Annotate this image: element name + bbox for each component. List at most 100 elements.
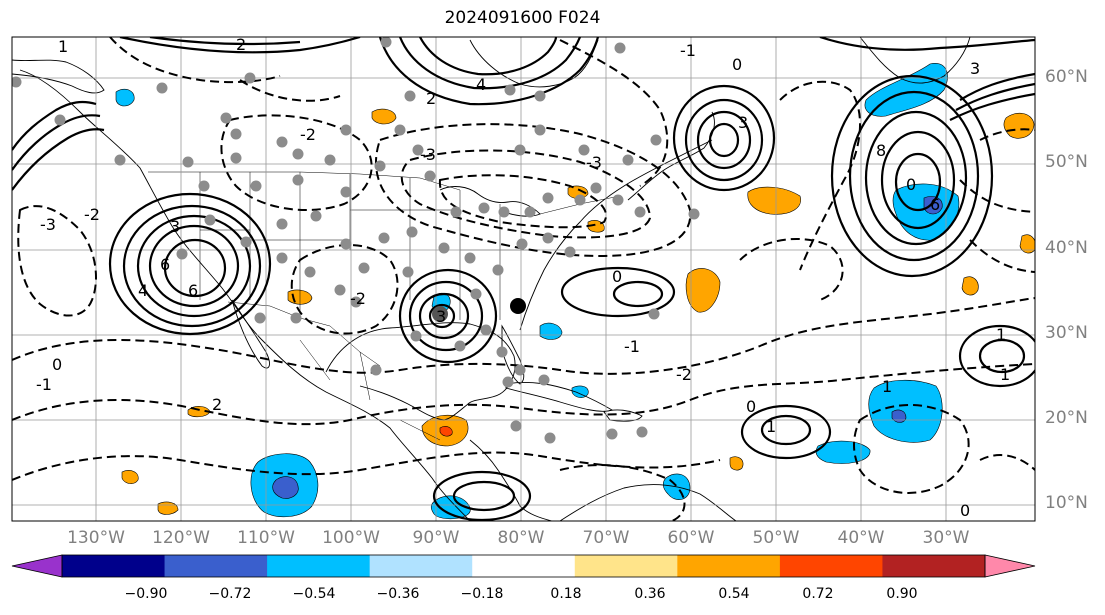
clabel-12: -3 bbox=[420, 145, 436, 164]
lat-label-60: 60°N bbox=[1045, 67, 1088, 87]
colorbar-segment bbox=[677, 555, 781, 577]
contour-nat-3 bbox=[864, 110, 968, 246]
contour-alaska-1 bbox=[12, 100, 97, 151]
coast-hudson bbox=[469, 39, 599, 88]
lon-label-70w: 70°W bbox=[582, 528, 630, 548]
contour-nat-1 bbox=[830, 74, 994, 278]
clabel-34: -3 bbox=[586, 153, 602, 172]
border-us-mexico bbox=[227, 301, 381, 367]
clabel-28: 3 bbox=[436, 307, 446, 326]
colorbar-segment bbox=[267, 555, 371, 577]
coast-greenland bbox=[859, 37, 971, 84]
gridlines bbox=[12, 37, 1035, 521]
clabel-6: -2 bbox=[84, 205, 100, 224]
contour-trop-2 bbox=[760, 414, 812, 446]
shade-atl-neg-2 bbox=[571, 385, 589, 398]
clabel-32: 0 bbox=[732, 55, 742, 74]
map-frame bbox=[11, 36, 1036, 522]
border-mexico-states bbox=[299, 339, 441, 441]
lat-label-10: 10°N bbox=[1045, 493, 1088, 513]
clabel-2: 6 bbox=[188, 281, 198, 300]
shade-pos-9 bbox=[961, 276, 979, 296]
clabel-14: 3 bbox=[738, 113, 748, 132]
contour-high-1 bbox=[108, 192, 272, 336]
colorbar-under-arrow bbox=[11, 554, 63, 578]
clabel-29: 1 bbox=[58, 37, 68, 56]
clabel-11: 2 bbox=[426, 89, 436, 108]
coast-florida bbox=[501, 324, 525, 385]
contour-alaska-3 bbox=[12, 128, 105, 191]
colorbar-tick-label: 0.36 bbox=[634, 586, 666, 602]
colorbar-segment bbox=[779, 555, 883, 577]
lat-label-30: 30°N bbox=[1045, 323, 1088, 343]
lat-label-20: 20°N bbox=[1045, 408, 1088, 428]
lat-label-50: 50°N bbox=[1045, 152, 1088, 172]
contour-neg-17 bbox=[979, 454, 1035, 471]
clabel-5: -3 bbox=[40, 215, 56, 234]
clabel-8: -1 bbox=[36, 375, 52, 394]
shade-pos-11 bbox=[157, 501, 179, 515]
shade-pacific-neg-core bbox=[272, 476, 299, 499]
contour-high-4 bbox=[148, 224, 240, 308]
negative-contours bbox=[12, 37, 1035, 521]
contour-labels: 6 6 3 4 -3 -2 0 -1 2 4 2 -3 -2 3 8 0 6 3… bbox=[36, 35, 1010, 520]
contour-mid-1 bbox=[119, 37, 361, 54]
contour-ne-1 bbox=[819, 37, 1035, 51]
shade-pos-13 bbox=[729, 456, 744, 471]
clabel-20: -1 bbox=[624, 337, 640, 356]
contour-north-3 bbox=[419, 37, 558, 76]
shade-pos-3 bbox=[685, 268, 721, 313]
coastlines bbox=[12, 37, 971, 521]
clabel-23: 0 bbox=[746, 397, 756, 416]
coast-hispaniola bbox=[603, 409, 643, 422]
contour-atl-2 bbox=[612, 280, 664, 308]
contour-gulf-1 bbox=[398, 268, 498, 364]
colorbar-tick-label: −0.54 bbox=[292, 586, 336, 602]
clabel-15: 8 bbox=[876, 141, 886, 160]
coast-alaska bbox=[12, 59, 105, 94]
clabel-3: 3 bbox=[170, 217, 180, 236]
colorbar-tick-label: −0.18 bbox=[460, 586, 504, 602]
contour-neg-14 bbox=[969, 239, 1035, 273]
clabel-19: 0 bbox=[612, 267, 622, 286]
lon-label-40w: 40°W bbox=[837, 528, 885, 548]
coast-south-america bbox=[559, 484, 737, 521]
clabel-25: 0 bbox=[960, 501, 970, 520]
coast-north-america-west bbox=[19, 69, 471, 521]
clabel-1: 6 bbox=[160, 255, 170, 274]
colorbar-tick-label: −0.72 bbox=[208, 586, 252, 602]
colorbar-segment bbox=[574, 555, 678, 577]
clabel-18: 3 bbox=[970, 59, 980, 78]
shade-nat-neg-2-core bbox=[923, 196, 943, 215]
colorbar-tick-label: −0.36 bbox=[376, 586, 420, 602]
lon-label-50w: 50°W bbox=[752, 528, 800, 548]
clabel-22: 1 bbox=[766, 417, 776, 436]
contour-gulf-4 bbox=[428, 303, 456, 329]
contour-high-2 bbox=[122, 204, 262, 328]
contour-ne-2 bbox=[959, 72, 1035, 101]
clabel-31: -1 bbox=[680, 41, 696, 60]
clabel-17: 6 bbox=[930, 195, 940, 214]
clabel-27: 1 bbox=[1000, 365, 1010, 384]
shade-carib-neg bbox=[430, 495, 471, 520]
clabel-30: 2 bbox=[236, 35, 246, 54]
lon-label-130w: 130°W bbox=[67, 528, 125, 548]
colorbar-tick-label: 0.54 bbox=[718, 586, 750, 602]
clabel-16: 0 bbox=[906, 175, 916, 194]
colorbar-segment bbox=[164, 555, 268, 577]
clabel-4: 4 bbox=[138, 281, 148, 300]
shade-atl-neg-3-core bbox=[891, 409, 907, 423]
contour-lab-2 bbox=[684, 98, 764, 182]
lon-label-90w: 90°W bbox=[412, 528, 460, 548]
clabel-33: -2 bbox=[350, 289, 366, 308]
contour-high-5 bbox=[163, 238, 227, 298]
contour-neg-7 bbox=[400, 149, 652, 239]
shade-pos-5 bbox=[1003, 112, 1035, 139]
lon-label-120w: 120°W bbox=[152, 528, 210, 548]
contour-neg-19 bbox=[109, 37, 281, 84]
map-background bbox=[12, 37, 1035, 521]
coast-east-us bbox=[519, 139, 713, 331]
colorbar-over-arrow bbox=[984, 554, 1036, 578]
clabel-21: -2 bbox=[676, 365, 692, 384]
